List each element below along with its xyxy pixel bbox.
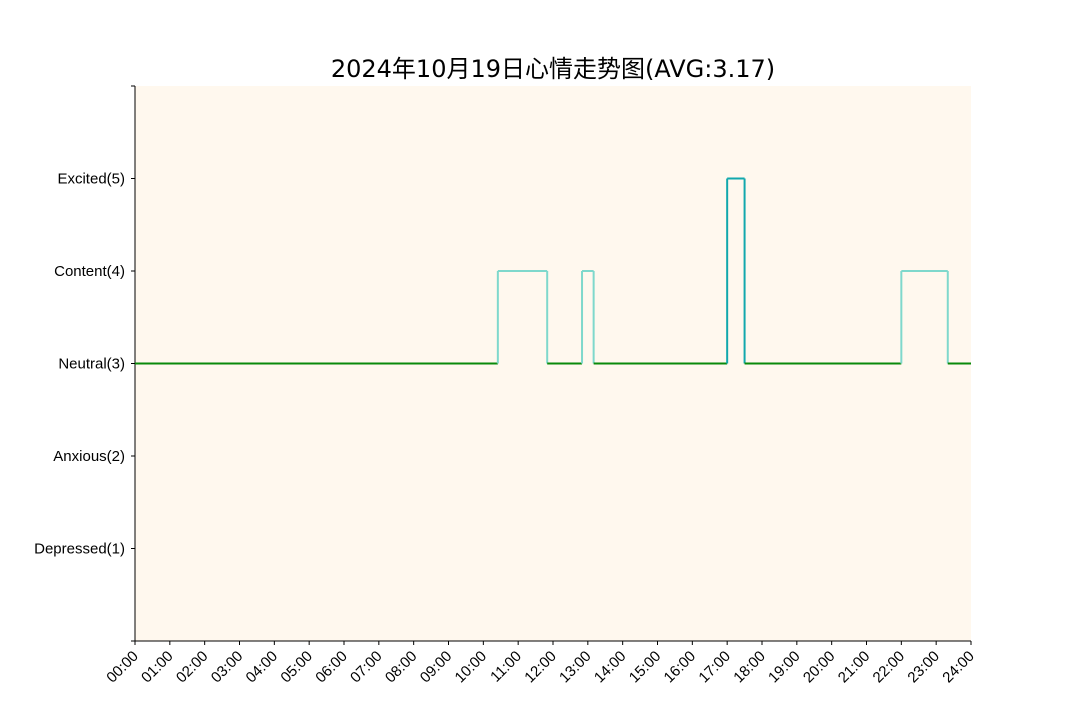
y-tick-label: Anxious(2) (53, 448, 125, 465)
x-tick-label: 23:00 (904, 648, 943, 687)
x-tick-label: 22:00 (870, 648, 909, 687)
x-tick-label: 13:00 (556, 648, 595, 687)
y-axis-ticks: Depressed(1) Anxious(2) Neutral(3) Content(… (34, 85, 135, 642)
x-tick-label: 15:00 (626, 648, 665, 687)
x-tick-label: 18:00 (730, 648, 769, 687)
x-tick-label: 10:00 (452, 648, 491, 687)
y-tick-label: Excited(5) (57, 171, 125, 188)
x-tick-label: 04:00 (243, 648, 282, 687)
x-tick-label: 02:00 (173, 648, 212, 687)
y-tick-label: Content(4) (54, 263, 125, 280)
x-tick-label: 19:00 (765, 648, 804, 687)
x-axis-ticks: 00:0001:0002:0003:0004:0005:0006:0007:00… (103, 641, 978, 686)
x-tick-label: 05:00 (277, 648, 316, 687)
mood-series (135, 177, 971, 365)
x-tick-label: 00:00 (103, 648, 142, 687)
x-tick-label: 16:00 (661, 648, 700, 687)
x-tick-label: 24:00 (939, 648, 978, 687)
x-tick-label: 17:00 (695, 648, 734, 687)
x-tick-label: 09:00 (417, 648, 456, 687)
x-tick-label: 08:00 (382, 648, 421, 687)
y-tick-label: Depressed(1) (34, 541, 125, 558)
x-tick-label: 07:00 (347, 648, 386, 687)
x-tick-label: 21:00 (835, 648, 874, 687)
x-tick-label: 03:00 (208, 648, 247, 687)
y-tick-label: Neutral(3) (58, 356, 125, 373)
x-tick-label: 14:00 (591, 648, 630, 687)
x-tick-label: 06:00 (312, 648, 351, 687)
chart-title: 2024年10月19日心情走势图(AVG:3.17) (331, 55, 775, 83)
x-tick-label: 01:00 (138, 648, 177, 687)
x-tick-label: 20:00 (800, 648, 839, 687)
x-tick-label: 11:00 (487, 648, 525, 686)
x-tick-label: 12:00 (521, 648, 560, 687)
